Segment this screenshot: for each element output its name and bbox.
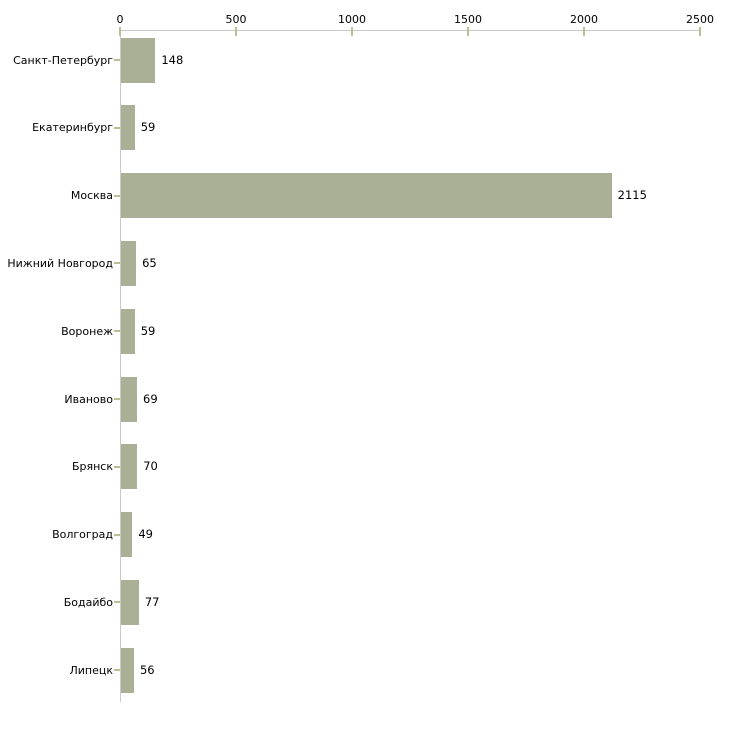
category-label: Санкт-Петербург bbox=[13, 53, 113, 67]
x-tick-label: 0 bbox=[116, 13, 124, 26]
category-tick-mark bbox=[114, 533, 120, 536]
x-tick-label: 2000 bbox=[570, 13, 598, 26]
bar bbox=[121, 37, 156, 83]
value-label: 59 bbox=[140, 120, 156, 135]
category-label: Екатеринбург bbox=[32, 121, 113, 135]
value-label: 77 bbox=[144, 594, 160, 609]
x-tick-mark bbox=[699, 27, 701, 36]
x-tick-label: 500 bbox=[225, 13, 247, 26]
bar bbox=[121, 105, 135, 151]
bar bbox=[121, 308, 135, 354]
category-label: Нижний Новгород bbox=[7, 256, 113, 270]
category-label: Липецк bbox=[69, 663, 113, 677]
category-tick-mark bbox=[114, 465, 120, 468]
bar bbox=[121, 376, 137, 422]
x-tick-mark bbox=[119, 27, 121, 36]
value-label: 70 bbox=[143, 459, 158, 474]
x-tick-mark bbox=[351, 27, 353, 36]
value-label: 65 bbox=[142, 255, 157, 270]
value-label: 56 bbox=[139, 662, 155, 677]
category-tick-mark bbox=[114, 194, 120, 197]
category-tick-mark bbox=[114, 398, 120, 400]
x-tick-label: 1000 bbox=[338, 13, 366, 26]
category-label: Иваново bbox=[64, 392, 113, 406]
bar bbox=[121, 579, 139, 625]
category-tick-mark bbox=[114, 601, 120, 604]
value-label: 2115 bbox=[617, 188, 647, 203]
category-tick-mark bbox=[114, 59, 120, 61]
category-tick-mark bbox=[114, 669, 120, 672]
y-axis-line bbox=[120, 30, 121, 702]
category-tick-mark bbox=[114, 330, 120, 333]
category-label: Брянск bbox=[71, 460, 113, 474]
bar bbox=[121, 647, 134, 693]
category-tick-mark bbox=[114, 126, 120, 129]
category-tick-mark bbox=[114, 262, 120, 265]
category-label: Воронеж bbox=[61, 324, 113, 338]
x-tick-label: 2500 bbox=[686, 13, 714, 26]
bar bbox=[121, 173, 612, 219]
x-tick-mark bbox=[583, 27, 585, 36]
x-axis-line bbox=[120, 30, 701, 31]
bar bbox=[121, 444, 138, 490]
value-label: 148 bbox=[161, 52, 184, 67]
bar bbox=[121, 240, 137, 286]
category-label: Москва bbox=[70, 189, 113, 203]
category-label: Бодайбо bbox=[63, 595, 113, 609]
value-label: 49 bbox=[138, 527, 153, 542]
category-label: Волгоград bbox=[52, 528, 113, 542]
x-tick-label: 1500 bbox=[454, 13, 482, 26]
x-tick-mark bbox=[467, 27, 469, 36]
value-label: 59 bbox=[140, 323, 156, 338]
x-tick-mark bbox=[235, 27, 237, 36]
value-label: 69 bbox=[143, 391, 158, 406]
bar bbox=[121, 512, 133, 558]
